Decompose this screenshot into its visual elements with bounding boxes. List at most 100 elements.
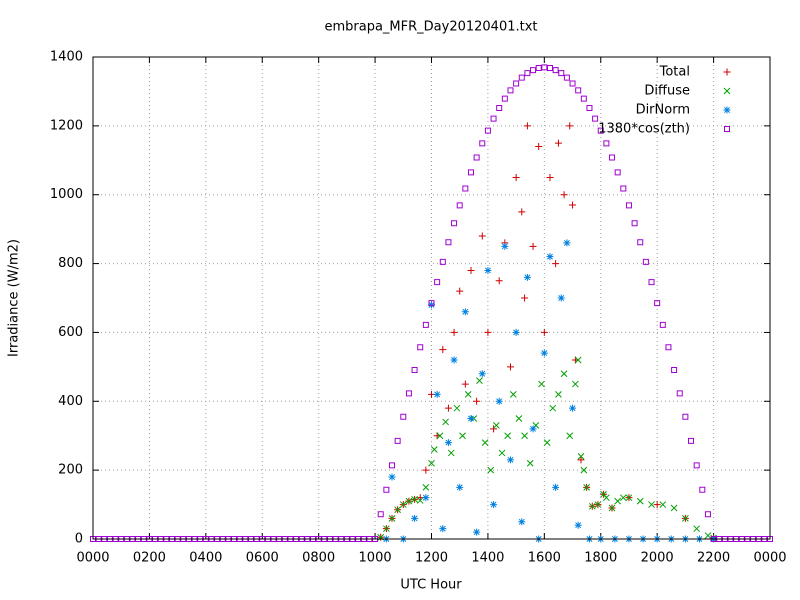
x-tick-label: 0800 bbox=[302, 551, 335, 566]
data-point bbox=[569, 404, 577, 412]
data-point bbox=[648, 279, 655, 286]
data-point bbox=[552, 260, 560, 268]
data-point bbox=[535, 65, 542, 72]
data-point bbox=[388, 514, 396, 522]
data-point bbox=[603, 494, 610, 502]
data-point bbox=[513, 80, 520, 87]
data-point bbox=[456, 202, 463, 209]
data-point bbox=[526, 459, 534, 467]
data-point bbox=[298, 536, 305, 542]
data-point bbox=[416, 497, 424, 504]
y-axis-label: Irradiance (W/m2) bbox=[7, 239, 22, 357]
data-point bbox=[546, 65, 553, 72]
data-point bbox=[665, 344, 672, 351]
data-point bbox=[506, 456, 514, 464]
data-point bbox=[512, 328, 520, 336]
data-point bbox=[625, 494, 633, 502]
data-point bbox=[259, 536, 266, 542]
legend: Total Diffuse DirNorm 1380*cos(zth) bbox=[598, 65, 731, 137]
x-tick-label: 2000 bbox=[641, 551, 674, 566]
data-point bbox=[688, 437, 695, 444]
data-point bbox=[555, 391, 562, 398]
data-point bbox=[405, 497, 413, 505]
data-point bbox=[653, 501, 661, 509]
data-point bbox=[755, 536, 762, 542]
data-point bbox=[399, 501, 407, 508]
data-point bbox=[512, 174, 520, 181]
data-point bbox=[163, 536, 170, 542]
data-point bbox=[467, 266, 475, 274]
data-point bbox=[566, 122, 574, 130]
data-point bbox=[699, 486, 706, 493]
data-point bbox=[473, 528, 481, 536]
data-point bbox=[721, 536, 728, 542]
data-point bbox=[524, 70, 531, 77]
data-point bbox=[118, 536, 125, 542]
data-point bbox=[682, 514, 689, 522]
data-point bbox=[560, 191, 568, 199]
data-point bbox=[473, 154, 480, 161]
legend-marker bbox=[723, 106, 731, 114]
data-point bbox=[349, 536, 356, 542]
data-point bbox=[574, 521, 582, 529]
data-point bbox=[716, 536, 723, 542]
data-point bbox=[490, 425, 498, 433]
data-point bbox=[558, 70, 565, 77]
data-point bbox=[433, 390, 441, 398]
data-point bbox=[464, 391, 472, 398]
data-point bbox=[569, 201, 577, 209]
data-point bbox=[496, 104, 503, 111]
data-point bbox=[473, 397, 481, 405]
data-point bbox=[394, 506, 402, 514]
data-point bbox=[459, 432, 466, 440]
x-tick-label: 2200 bbox=[697, 551, 730, 566]
data-point bbox=[569, 80, 576, 87]
data-point bbox=[135, 536, 142, 542]
data-point bbox=[264, 536, 271, 542]
data-point bbox=[180, 536, 187, 542]
data-point bbox=[191, 536, 198, 542]
plot-border bbox=[92, 56, 771, 540]
data-point bbox=[509, 391, 517, 398]
data-point bbox=[529, 242, 537, 250]
data-point bbox=[546, 174, 554, 181]
data-point bbox=[450, 328, 458, 336]
x-tick-label: 0400 bbox=[189, 551, 222, 566]
data-point bbox=[231, 536, 238, 542]
legend-label: Diffuse bbox=[644, 84, 690, 99]
data-point bbox=[253, 536, 260, 542]
legend-marker bbox=[723, 68, 731, 76]
data-point bbox=[642, 258, 649, 265]
data-point bbox=[521, 432, 528, 440]
data-point bbox=[389, 462, 396, 469]
data-point bbox=[744, 536, 751, 542]
x-tick-label: 1200 bbox=[415, 551, 448, 566]
data-point bbox=[439, 258, 446, 265]
data-point bbox=[447, 449, 455, 457]
data-point bbox=[506, 363, 514, 371]
legend-label: Total bbox=[659, 65, 690, 80]
data-point bbox=[592, 115, 599, 122]
data-point bbox=[530, 67, 537, 74]
data-point bbox=[493, 422, 500, 429]
data-point bbox=[597, 127, 604, 134]
data-point bbox=[123, 536, 130, 542]
data-point bbox=[603, 140, 610, 147]
data-point bbox=[608, 504, 616, 512]
data-point bbox=[580, 466, 588, 474]
data-point bbox=[405, 390, 412, 397]
data-point bbox=[540, 349, 548, 357]
data-point bbox=[310, 536, 317, 542]
data-point bbox=[197, 536, 204, 542]
data-point bbox=[614, 169, 621, 176]
data-point bbox=[484, 328, 492, 336]
data-point bbox=[518, 518, 526, 526]
data-point bbox=[750, 536, 757, 542]
data-point bbox=[636, 497, 644, 505]
data-point bbox=[185, 536, 192, 542]
data-point bbox=[247, 536, 254, 542]
data-point bbox=[281, 536, 288, 542]
data-point bbox=[95, 536, 102, 542]
data-point bbox=[152, 536, 159, 542]
